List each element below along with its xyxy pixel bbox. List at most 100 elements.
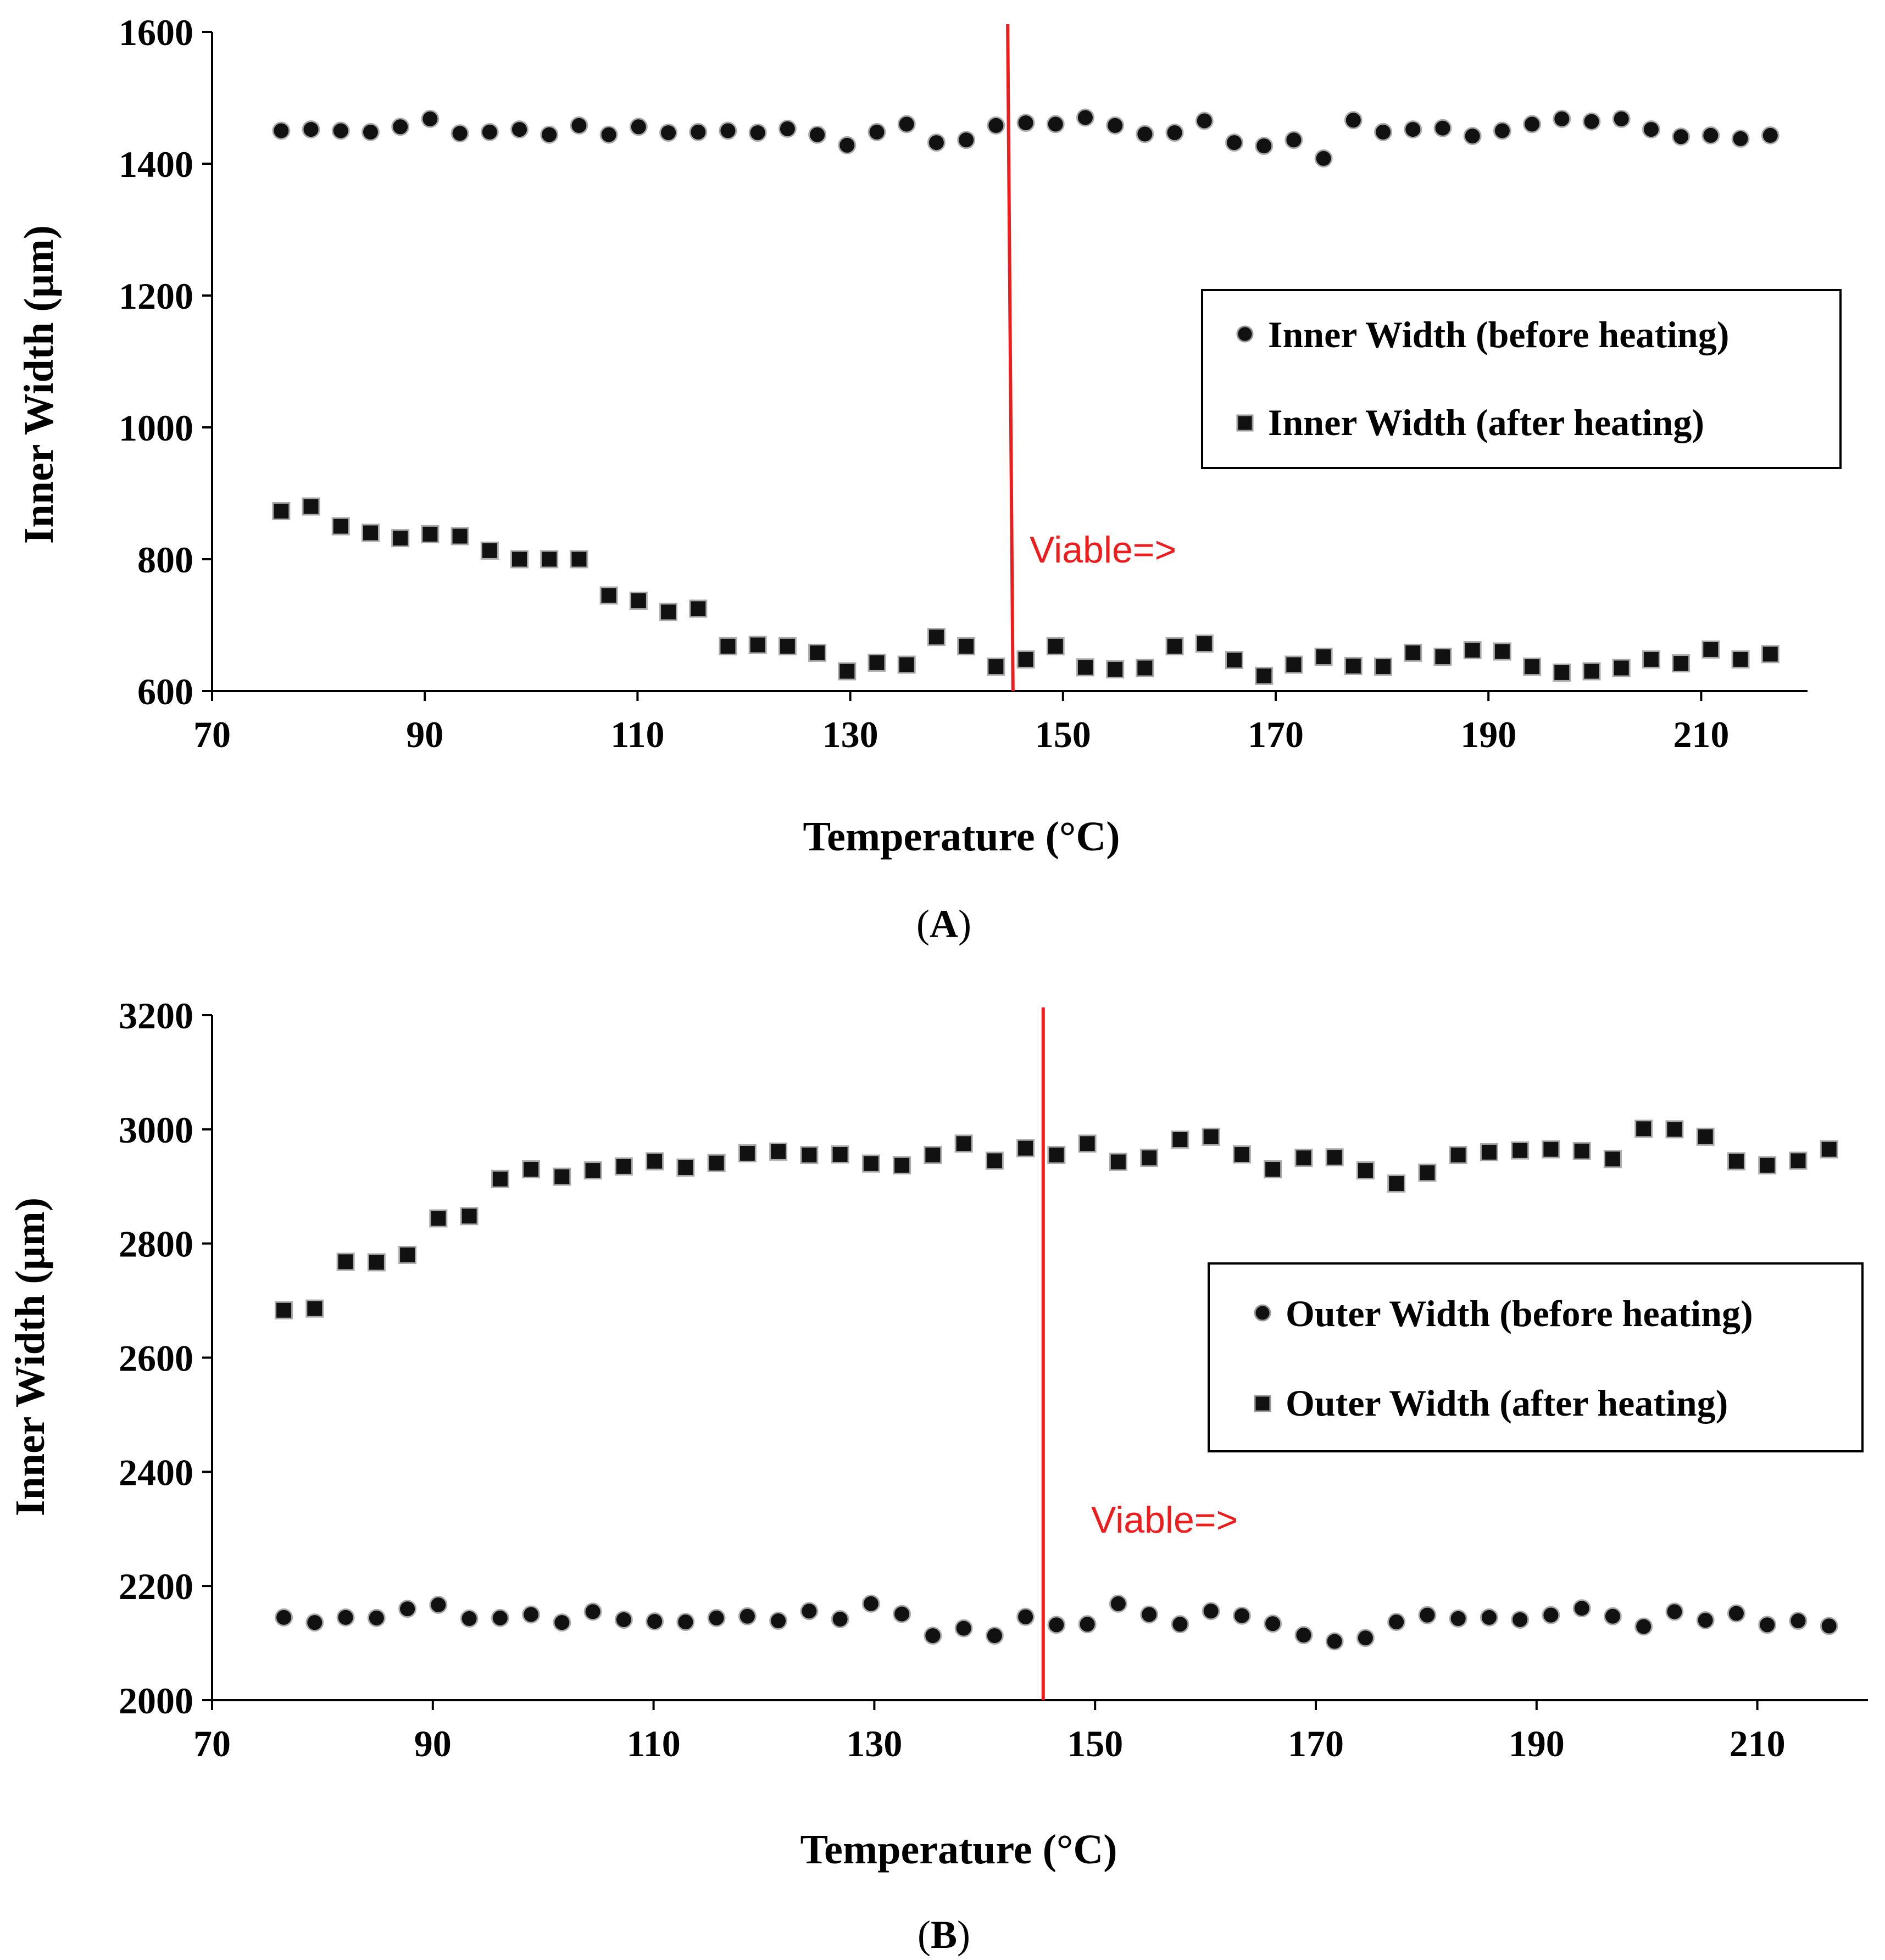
data-point-after bbox=[924, 1146, 942, 1165]
data-point-after bbox=[272, 502, 291, 520]
data-point-after bbox=[1603, 1150, 1622, 1168]
data-point-before bbox=[1582, 112, 1601, 131]
data-point-after bbox=[1731, 650, 1750, 669]
data-point-before bbox=[1665, 1602, 1684, 1621]
y-tick-label: 3000 bbox=[119, 1109, 193, 1151]
chart-b-data-points bbox=[275, 1120, 1838, 1651]
data-point-after bbox=[1325, 1148, 1344, 1167]
data-point-after bbox=[1140, 1149, 1159, 1167]
data-point-after bbox=[1582, 662, 1601, 681]
data-point-after bbox=[1255, 666, 1274, 685]
data-point-after bbox=[748, 636, 767, 654]
data-point-before bbox=[429, 1595, 448, 1614]
data-point-before bbox=[1603, 1607, 1622, 1625]
data-point-before bbox=[1076, 108, 1094, 127]
data-point-after bbox=[1672, 654, 1691, 673]
x-tick-label: 110 bbox=[626, 1723, 680, 1764]
data-point-after bbox=[808, 643, 827, 662]
legend-square-icon bbox=[1236, 414, 1254, 432]
data-point-after bbox=[1642, 650, 1660, 669]
data-point-after bbox=[629, 592, 648, 610]
data-point-before bbox=[367, 1608, 386, 1627]
data-point-before bbox=[1325, 1632, 1344, 1651]
data-point-before bbox=[719, 121, 737, 140]
data-point-after bbox=[957, 637, 976, 655]
data-point-before bbox=[769, 1612, 788, 1630]
data-point-before bbox=[275, 1608, 293, 1627]
data-point-after bbox=[1016, 1139, 1035, 1157]
data-point-before bbox=[778, 119, 797, 138]
data-point-before bbox=[893, 1605, 911, 1623]
data-point-before bbox=[1701, 126, 1720, 144]
data-point-after bbox=[676, 1158, 695, 1177]
data-point-before bbox=[1016, 114, 1035, 132]
data-point-before bbox=[1165, 124, 1184, 142]
data-point-after bbox=[719, 637, 737, 655]
data-point-after bbox=[1727, 1152, 1745, 1171]
data-point-before bbox=[491, 1608, 509, 1627]
chart-b-y-axis-label: Inner Width (µm) bbox=[7, 1198, 53, 1516]
data-point-after bbox=[1264, 1160, 1282, 1179]
data-point-before bbox=[1493, 121, 1511, 140]
data-point-before bbox=[646, 1612, 664, 1631]
chart-a-viable-marker: Viable=> bbox=[1006, 24, 1176, 692]
data-point-before bbox=[1232, 1606, 1251, 1625]
data-point-after bbox=[451, 527, 469, 545]
data-point-before bbox=[331, 121, 350, 140]
data-point-after bbox=[275, 1301, 293, 1319]
data-point-after bbox=[897, 655, 916, 674]
y-tick-label: 3200 bbox=[119, 995, 193, 1037]
data-point-before bbox=[924, 1627, 942, 1645]
data-point-after bbox=[510, 550, 529, 569]
data-point-before bbox=[1449, 1609, 1467, 1628]
data-point-after bbox=[491, 1170, 509, 1188]
x-tick-label: 150 bbox=[1067, 1723, 1123, 1764]
data-point-after bbox=[1480, 1143, 1498, 1161]
data-point-before bbox=[1046, 115, 1065, 133]
data-point-before bbox=[510, 120, 529, 139]
data-point-after bbox=[1106, 660, 1125, 678]
data-point-after bbox=[646, 1152, 664, 1171]
data-point-before bbox=[1480, 1608, 1498, 1627]
data-point-after bbox=[893, 1156, 911, 1174]
chart-b-legend-after: Outer Width (after heating) bbox=[1286, 1382, 1728, 1424]
data-point-after bbox=[1789, 1151, 1808, 1170]
y-tick-label: 800 bbox=[137, 539, 193, 581]
data-point-before bbox=[1731, 129, 1750, 148]
data-point-before bbox=[1356, 1629, 1375, 1647]
data-point-before bbox=[1612, 109, 1631, 128]
data-point-after bbox=[391, 529, 410, 548]
data-point-after bbox=[480, 541, 499, 560]
data-point-before bbox=[1523, 115, 1542, 133]
y-tick-label: 2600 bbox=[119, 1338, 193, 1379]
data-point-before bbox=[1171, 1615, 1189, 1634]
data-point-after bbox=[1202, 1127, 1220, 1146]
chart-b-panel-label: (B) bbox=[918, 1913, 970, 1957]
data-point-after bbox=[1047, 1146, 1066, 1165]
data-point-before bbox=[614, 1610, 633, 1629]
data-point-after bbox=[707, 1154, 726, 1172]
data-point-after bbox=[1542, 1140, 1560, 1159]
data-point-before bbox=[897, 115, 916, 133]
data-point-after bbox=[1634, 1120, 1653, 1138]
data-point-before bbox=[1374, 122, 1393, 141]
data-point-after bbox=[778, 637, 797, 655]
data-point-before bbox=[421, 109, 440, 128]
data-point-before bbox=[831, 1610, 849, 1628]
chart-b-ticks: 2000 2200 2400 2600 2800 3000 3200 70 90 110 130 15… bbox=[119, 995, 1786, 1764]
data-point-before bbox=[398, 1600, 417, 1618]
data-point-after bbox=[570, 550, 588, 569]
data-point-before bbox=[861, 1594, 880, 1613]
chart-a-panel-letter: A bbox=[930, 902, 958, 946]
data-point-after bbox=[1820, 1140, 1838, 1159]
data-point-after bbox=[361, 524, 380, 542]
data-point-before bbox=[460, 1609, 479, 1628]
data-point-before bbox=[391, 118, 410, 136]
chart-a-x-axis-label: Temperature (°C) bbox=[803, 814, 1120, 860]
chart-a-legend-after: Inner Width (after heating) bbox=[1268, 402, 1704, 443]
x-tick-label: 110 bbox=[610, 714, 664, 755]
data-point-after bbox=[861, 1154, 880, 1173]
data-point-before bbox=[1463, 127, 1482, 146]
data-point-before bbox=[707, 1608, 726, 1627]
data-point-after bbox=[367, 1253, 386, 1272]
